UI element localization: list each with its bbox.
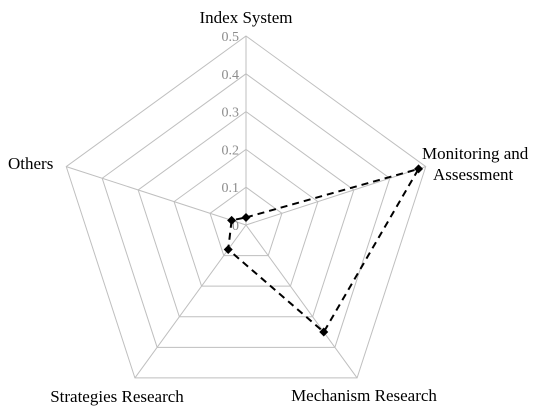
axis-labels: Index System Monitoring and Assessment M… [8,8,529,406]
grid-ring [137,110,355,318]
tick-label: 0.4 [222,68,240,83]
radial-ticks: 0 0.1 0.2 0.3 0.4 0.5 [222,30,240,234]
axis-spoke [66,166,247,226]
tick-label: 0.3 [222,106,240,121]
axis-label-monitoring-line-2: Assessment [433,165,514,184]
axis-label-index-system: Index System [199,8,292,27]
radar-grid [65,35,427,379]
data-point [319,327,329,337]
axis-spoke [245,166,426,226]
tick-label: 0.2 [222,143,240,158]
tick-label: 0 [232,219,239,234]
axis-spoke [245,224,358,379]
series-group [223,164,424,337]
series-line [227,167,421,334]
axis-label-monitoring-line-1: Monitoring and [422,144,529,163]
grid-ring [101,73,391,348]
data-point [241,212,251,222]
grid-ring [65,35,427,379]
grid-ring [173,148,319,287]
axis-label-others: Others [8,154,53,173]
tick-label: 0.5 [222,30,240,45]
data-point [227,215,237,225]
data-point [414,164,424,174]
tick-label: 0.1 [222,181,240,196]
axis-label-strategies-research: Strategies Research [50,387,184,406]
data-point [223,244,233,254]
axis-label-mechanism-research: Mechanism Research [291,386,437,405]
grid-ring [209,186,283,257]
